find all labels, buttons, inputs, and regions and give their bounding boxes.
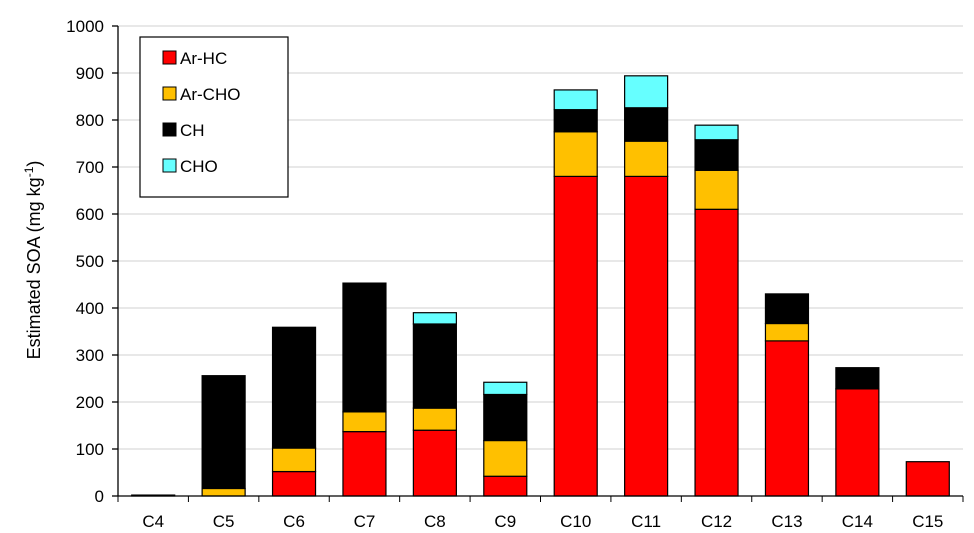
legend-label: Ar-HC bbox=[180, 49, 227, 68]
bar-segment-cho bbox=[483, 381, 528, 396]
y-axis-title: Estimated SOA (mg kg-1) bbox=[22, 161, 44, 360]
legend-label: Ar-CHO bbox=[180, 85, 240, 104]
y-tick-label: 1000 bbox=[66, 17, 104, 36]
bar-segment-ar-cho bbox=[483, 439, 528, 477]
bar-segment-cho bbox=[624, 75, 669, 109]
bar-segment-ar-hc bbox=[624, 175, 669, 497]
bar-segment-ar-cho bbox=[764, 322, 810, 342]
tick-labels: 0 100 200 300 400 500 600 700 800 900 1000 C4 C5 C6 C7… bbox=[66, 17, 964, 531]
bar-segment-ar-cho bbox=[624, 140, 669, 177]
bar-segment-ch bbox=[835, 367, 880, 390]
x-tick-label: C6 bbox=[283, 512, 305, 531]
bar-segment-ar-hc bbox=[835, 388, 880, 497]
bar-segment-ar-cho bbox=[271, 447, 317, 473]
legend-label: CH bbox=[180, 121, 205, 140]
x-tick-label: C14 bbox=[842, 512, 873, 531]
bar-segment-ar-cho bbox=[553, 131, 598, 178]
y-tick-label: 800 bbox=[76, 111, 104, 130]
x-tick-label: C10 bbox=[560, 512, 591, 531]
y-tick-label: 400 bbox=[76, 299, 104, 318]
legend: Ar-HC Ar-CHO CH CHO bbox=[139, 36, 289, 198]
bar-segment-ar-cho bbox=[412, 407, 457, 431]
bar-segment-ch bbox=[553, 109, 598, 133]
bar-segment-ar-cho bbox=[201, 487, 246, 497]
x-tick-label: C15 bbox=[912, 512, 943, 531]
bar-segment-ch bbox=[483, 393, 528, 442]
bar-segment-cho bbox=[553, 89, 598, 111]
x-tick-label: C9 bbox=[494, 512, 516, 531]
bar-segment-ch bbox=[201, 375, 246, 490]
bar-segment-ar-hc bbox=[412, 429, 457, 497]
bar-segment-ar-cho bbox=[342, 411, 387, 433]
y-tick-label: 200 bbox=[76, 393, 104, 412]
y-tick-label: 0 bbox=[95, 487, 104, 506]
bar-segment-ch bbox=[271, 326, 317, 449]
bar-segment-ar-hc bbox=[905, 461, 950, 497]
legend-label: CHO bbox=[180, 157, 218, 176]
y-tick-label: 500 bbox=[76, 252, 104, 271]
legend-swatch bbox=[162, 158, 177, 173]
bar-segment-ar-cho bbox=[694, 169, 739, 210]
bar-segment-ch bbox=[342, 282, 387, 413]
y-tick-label: 300 bbox=[76, 346, 104, 365]
y-tick-label: 100 bbox=[76, 440, 104, 459]
bar-segment-cho bbox=[412, 312, 457, 325]
bar-segment-cho bbox=[694, 124, 739, 141]
bar-segment-ch bbox=[412, 323, 457, 409]
bar-segment-ch bbox=[764, 293, 810, 325]
legend-swatch bbox=[162, 86, 177, 101]
x-tick-label: C11 bbox=[631, 512, 661, 531]
x-tick-label: C8 bbox=[424, 512, 446, 531]
x-tick-label: C7 bbox=[354, 512, 376, 531]
bar-segment-ar-hc bbox=[483, 475, 528, 497]
y-tick-label: 700 bbox=[76, 158, 104, 177]
y-tick-label: 900 bbox=[76, 64, 104, 83]
bar-segment-ar-hc bbox=[271, 470, 317, 497]
x-tick-label: C5 bbox=[213, 512, 235, 531]
bars bbox=[131, 75, 950, 497]
bar-segment-ch bbox=[624, 107, 669, 142]
y-tick-label: 600 bbox=[76, 205, 104, 224]
bar-segment-ar-hc bbox=[764, 340, 810, 497]
x-tick-label: C13 bbox=[771, 512, 802, 531]
x-tick-label: C12 bbox=[701, 512, 732, 531]
x-tick-label: C4 bbox=[142, 512, 164, 531]
bar-segment-ch bbox=[694, 139, 739, 171]
legend-swatch bbox=[162, 122, 177, 137]
legend-swatch bbox=[162, 50, 177, 65]
bar-segment-ar-hc bbox=[342, 431, 387, 497]
bar-segment-ar-hc bbox=[694, 208, 739, 497]
bar-segment-ar-hc bbox=[553, 175, 598, 497]
